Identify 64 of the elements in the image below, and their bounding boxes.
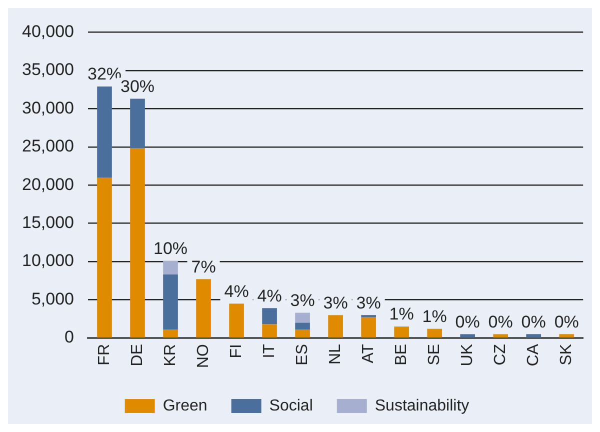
y-tick-label: 30,000 <box>22 98 74 118</box>
bar <box>493 334 508 338</box>
annotation: 32% <box>87 64 122 84</box>
bar <box>295 322 310 330</box>
annotation: 1% <box>422 307 447 326</box>
bar <box>394 326 409 338</box>
annotation: 0% <box>521 312 546 332</box>
x-tick-label: NL <box>326 344 344 364</box>
bar <box>427 328 442 338</box>
x-tick-label: FR <box>96 344 113 366</box>
bar <box>328 315 343 338</box>
legend-label: Social <box>269 397 313 414</box>
bar <box>163 330 178 338</box>
annotation: 4% <box>224 282 249 301</box>
x-tick-label: CA <box>525 344 542 366</box>
annotation: 10% <box>154 238 188 258</box>
annotation: 0% <box>554 312 579 332</box>
bar <box>526 334 542 338</box>
x-tick-label: DE <box>128 344 146 366</box>
annotation: 3% <box>323 293 348 312</box>
bar <box>295 312 310 323</box>
bar <box>97 86 112 178</box>
y-tick-label: 5,000 <box>31 289 74 308</box>
legend-label: Sustainability <box>374 397 470 414</box>
x-tick-label: BE <box>392 344 410 366</box>
y-tick-label: 10,000 <box>22 251 74 270</box>
x-tick-label: ES <box>294 344 311 366</box>
y-tick-label: 20,000 <box>22 174 74 194</box>
bar <box>163 260 178 275</box>
bar <box>262 324 277 338</box>
annotation: 4% <box>257 286 282 306</box>
x-tick-label: AT <box>360 344 377 364</box>
annotation: 30% <box>120 76 155 96</box>
y-tick-label: 40,000 <box>22 22 74 41</box>
legend-label: Green <box>162 397 208 414</box>
bar <box>196 279 211 338</box>
annotation: 0% <box>488 312 513 332</box>
bar <box>262 308 277 324</box>
x-tick-label: SE <box>426 344 443 366</box>
y-tick-label: 25,000 <box>22 136 74 156</box>
bar <box>295 330 310 338</box>
x-tick-label: SK <box>558 344 576 366</box>
bar <box>361 317 376 338</box>
annotation: 7% <box>191 257 216 276</box>
y-tick-label: 35,000 <box>22 60 74 80</box>
x-tick-label: FI <box>228 344 245 358</box>
bar <box>559 334 574 338</box>
x-tick-label: CZ <box>492 344 509 366</box>
y-tick-label: 0 <box>64 328 74 347</box>
bar <box>130 148 145 338</box>
annotation: 3% <box>290 290 315 310</box>
bar <box>97 177 112 338</box>
bar <box>130 98 145 148</box>
bar <box>460 334 476 338</box>
annotation: 0% <box>455 312 480 332</box>
bar <box>163 274 178 330</box>
y-tick-label: 15,000 <box>22 213 74 232</box>
x-tick-label: IT <box>260 344 278 358</box>
x-tick-label: NO <box>194 344 212 368</box>
annotation: 1% <box>389 304 414 324</box>
bar <box>229 304 244 338</box>
annotation: 3% <box>356 293 381 312</box>
x-tick-label: KR <box>162 344 179 366</box>
x-tick-label: UK <box>458 344 476 366</box>
